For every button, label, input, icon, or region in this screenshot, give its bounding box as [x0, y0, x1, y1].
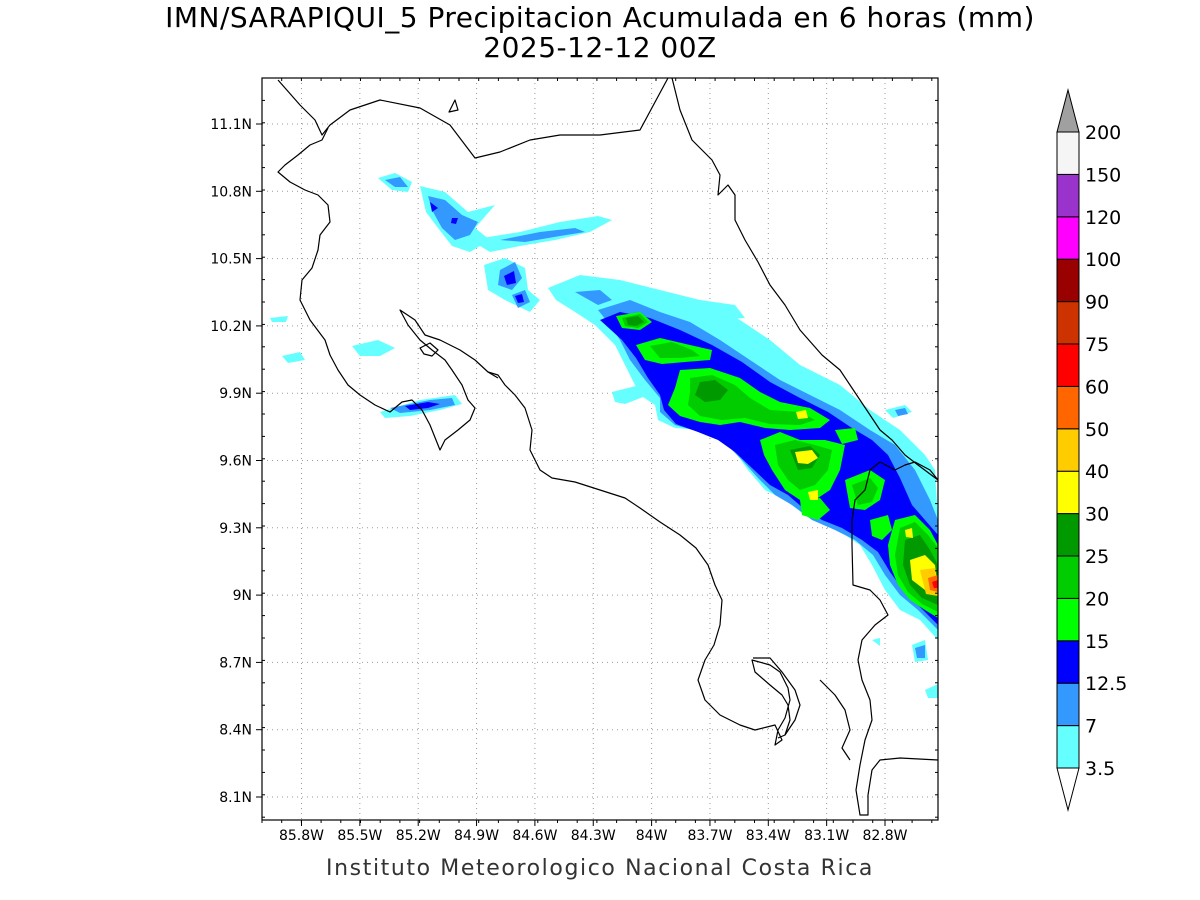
colorbar-swatch	[1056, 513, 1080, 557]
x-tick-label: 83.4W	[746, 828, 791, 844]
y-tick-label: 10.2N	[210, 319, 252, 335]
colorbar-swatch	[1056, 470, 1080, 515]
colorbar-level-label: 120	[1085, 207, 1121, 229]
colorbar-level-label: 25	[1085, 546, 1109, 568]
colorbar-level-label: 75	[1085, 334, 1109, 356]
x-tick-label: 85.5W	[337, 828, 382, 844]
x-tick-label: 83.7W	[687, 828, 732, 844]
colorbar-level-label: 15	[1085, 631, 1109, 653]
coastlines	[277, 78, 938, 816]
colorbar-swatch	[1056, 555, 1080, 599]
x-tick-label: 84.3W	[571, 828, 616, 844]
colorbar-swatch	[1056, 725, 1080, 769]
colorbar-level-label: 3.5	[1085, 758, 1115, 780]
colorbar-level-label: 40	[1085, 461, 1109, 483]
x-tick-label: 84W	[636, 828, 668, 844]
credit-footer: Instituto Meteorologico Nacional Costa R…	[326, 856, 874, 881]
map-title: IMN/SARAPIQUI_5 Precipitacion Acumulada …	[165, 1, 1035, 34]
colorbar-level-label: 12.5	[1085, 673, 1127, 695]
map-datetime: 2025-12-12 00Z	[483, 31, 717, 64]
y-tick-label: 8.4N	[219, 723, 252, 739]
y-tick-label: 11.1N	[210, 117, 252, 133]
colorbar-swatch	[1056, 301, 1080, 345]
colorbar-swatch	[1056, 640, 1080, 684]
colorbar-swatch	[1056, 597, 1080, 642]
colorbar-over-arrow	[1056, 88, 1080, 133]
precip-40-plus-areas	[920, 568, 938, 596]
x-tick-label: 83.1W	[804, 828, 849, 844]
colorbar-level-label: 90	[1085, 292, 1109, 314]
colorbar-level-label: 60	[1085, 376, 1109, 398]
y-tick-label: 8.7N	[219, 655, 252, 671]
precipitation-field	[270, 173, 938, 698]
map-frame	[261, 77, 939, 821]
x-axis: 85.8W 85.5W 85.2W 84.9W 84.6W 84.3W 84W 83.7W 83…	[261, 78, 933, 844]
colorbar-swatch	[1056, 216, 1080, 260]
y-tick-label: 9N	[233, 588, 252, 604]
colorbar-level-label: 30	[1085, 504, 1109, 526]
colorbar-under-arrow	[1056, 767, 1080, 812]
x-tick-label: 85.8W	[279, 828, 324, 844]
x-tick-label: 82.8W	[862, 828, 907, 844]
colorbar-swatch	[1056, 682, 1080, 727]
colorbar-swatch	[1056, 428, 1080, 472]
colorbar-level-label: 50	[1085, 419, 1109, 441]
y-tick-label: 9.3N	[219, 521, 252, 537]
y-tick-label: 10.5N	[210, 252, 252, 268]
x-tick-label: 84.9W	[454, 828, 499, 844]
colorbar-swatch	[1056, 131, 1080, 175]
y-axis: 11.1N 10.8N 10.5N 10.2N 9.9N 9.6N 9.3N 9N 8.7N 8.…	[210, 77, 938, 818]
colorbar-swatch	[1056, 343, 1080, 387]
colorbar-level-label: 200	[1085, 122, 1121, 144]
colorbar-swatch	[1056, 258, 1080, 303]
x-tick-label: 85.2W	[396, 828, 441, 844]
colorbar-level-label: 7	[1085, 716, 1097, 738]
colorbar-swatch	[1056, 173, 1080, 218]
y-tick-label: 9.9N	[219, 386, 252, 402]
colorbar-level-label: 20	[1085, 588, 1109, 610]
y-tick-label: 10.8N	[210, 184, 252, 200]
colorbar-level-label: 150	[1085, 164, 1121, 186]
colorbar-swatch	[1056, 385, 1080, 430]
y-tick-label: 8.1N	[219, 790, 252, 806]
y-tick-label: 9.6N	[219, 454, 252, 470]
colorbar-level-label: 100	[1085, 249, 1121, 271]
colorbar-legend: 3.5 7 12.5 15 20 25 30 40 50 60 75 90 100 120 150 200	[1056, 88, 1127, 812]
x-tick-label: 84.6W	[512, 828, 557, 844]
